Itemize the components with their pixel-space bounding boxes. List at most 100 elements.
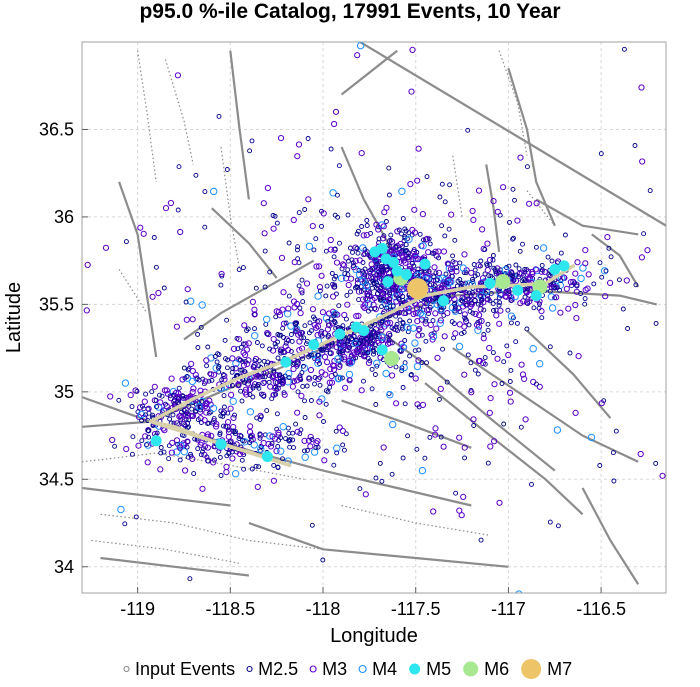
event-marker	[269, 440, 275, 446]
fault-line	[340, 49, 398, 96]
event-marker	[319, 333, 325, 339]
event-marker	[361, 252, 367, 258]
event-marker	[345, 272, 351, 278]
event-marker	[358, 150, 365, 157]
event-marker	[112, 443, 118, 449]
legend-label: M7	[547, 659, 572, 679]
event-marker	[259, 343, 265, 349]
event-marker	[297, 310, 304, 317]
event-marker	[157, 466, 164, 473]
event-marker	[267, 346, 273, 352]
event-marker	[427, 304, 433, 310]
event-marker	[606, 245, 612, 251]
event-marker	[521, 375, 528, 382]
event-marker	[467, 308, 473, 314]
event-marker	[475, 272, 481, 278]
event-marker	[216, 352, 222, 358]
large-event-m5	[261, 451, 273, 463]
event-marker	[377, 460, 383, 466]
event-marker	[340, 323, 346, 329]
event-marker	[261, 230, 268, 237]
event-marker	[479, 275, 487, 282]
event-marker	[412, 375, 419, 382]
event-marker	[391, 293, 399, 301]
event-marker	[507, 312, 516, 320]
event-marker	[572, 409, 579, 416]
event-marker	[413, 362, 422, 371]
event-marker	[290, 365, 297, 373]
event-marker	[294, 359, 301, 366]
large-event-m7	[407, 278, 429, 300]
event-marker	[381, 323, 388, 330]
event-marker	[399, 343, 407, 351]
event-marker	[562, 232, 568, 238]
event-marker	[202, 378, 209, 385]
large-event-m6	[384, 351, 400, 367]
event-marker	[441, 279, 448, 286]
event-marker	[493, 298, 499, 304]
event-marker	[451, 335, 457, 341]
event-marker	[487, 298, 493, 304]
event-marker	[328, 341, 335, 348]
event-marker	[232, 365, 239, 372]
event-marker	[363, 232, 370, 239]
event-marker	[279, 375, 285, 380]
event-marker	[449, 273, 455, 279]
event-marker	[490, 257, 496, 263]
event-marker	[357, 616, 361, 620]
event-marker	[202, 224, 208, 230]
event-marker	[360, 232, 367, 239]
event-marker	[608, 254, 614, 260]
event-marker	[227, 405, 234, 412]
event-marker	[380, 235, 387, 242]
event-marker	[431, 274, 437, 280]
event-marker	[522, 278, 528, 284]
event-marker	[341, 311, 348, 319]
event-marker	[198, 452, 204, 458]
event-marker	[274, 411, 280, 417]
event-marker	[300, 383, 306, 389]
event-marker	[158, 445, 164, 450]
event-marker	[466, 290, 472, 296]
event-marker	[507, 219, 512, 225]
event-marker	[334, 355, 342, 363]
event-marker	[295, 331, 302, 338]
grid-layer	[82, 42, 666, 593]
event-marker	[236, 432, 243, 439]
fault-line	[211, 207, 278, 279]
event-marker	[389, 238, 396, 245]
event-marker	[388, 246, 395, 253]
event-marker	[252, 358, 258, 364]
event-marker	[289, 338, 295, 344]
event-marker	[380, 223, 387, 230]
large-event-m5	[376, 344, 388, 356]
event-marker	[355, 250, 361, 256]
event-marker	[335, 214, 341, 220]
event-marker	[524, 164, 530, 170]
event-marker	[474, 326, 482, 334]
event-marker	[230, 423, 237, 431]
event-marker	[486, 409, 493, 416]
event-marker	[193, 172, 199, 178]
event-marker	[496, 302, 502, 308]
event-marker	[641, 231, 647, 237]
event-marker	[129, 451, 135, 457]
event-marker	[177, 457, 183, 463]
event-marker	[163, 387, 170, 394]
event-marker	[204, 431, 212, 438]
event-marker	[228, 391, 235, 398]
event-marker	[431, 264, 438, 271]
event-marker	[371, 294, 378, 302]
event-marker	[475, 323, 483, 330]
event-marker	[503, 289, 510, 296]
event-marker	[171, 401, 177, 407]
event-marker	[275, 308, 282, 315]
event-marker	[260, 200, 267, 207]
event-marker	[434, 354, 441, 361]
event-marker	[478, 317, 485, 325]
event-marker	[323, 293, 329, 299]
event-marker	[307, 443, 314, 450]
event-marker	[326, 322, 333, 329]
event-marker	[429, 250, 435, 256]
event-marker	[206, 410, 212, 416]
